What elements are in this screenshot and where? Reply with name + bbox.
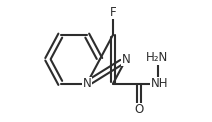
- Text: H₂N: H₂N: [146, 51, 169, 64]
- Text: F: F: [110, 6, 116, 19]
- Text: NH: NH: [150, 77, 168, 90]
- Text: O: O: [134, 103, 144, 116]
- Text: N: N: [82, 77, 91, 90]
- Text: N: N: [122, 53, 130, 66]
